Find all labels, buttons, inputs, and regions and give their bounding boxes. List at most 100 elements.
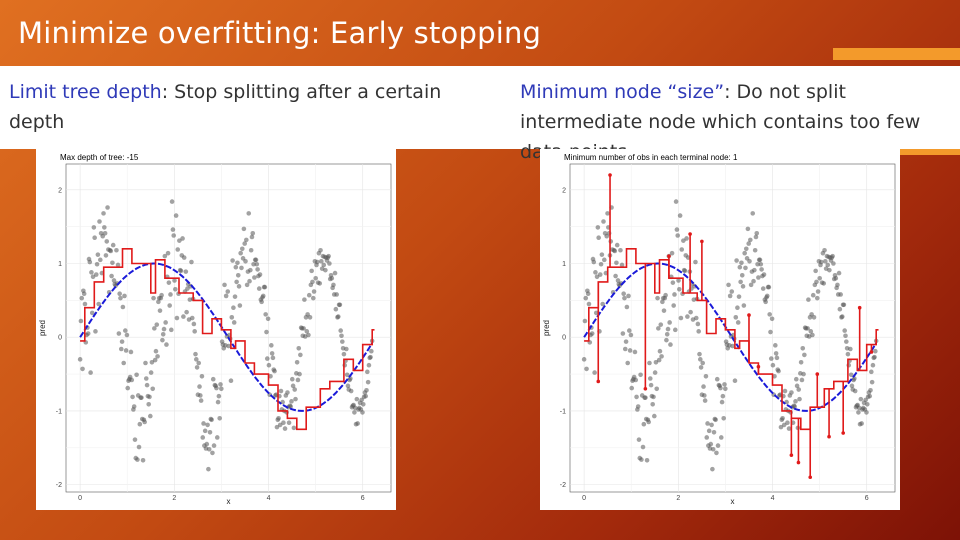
data-point [248,267,253,273]
data-point [808,329,814,334]
data-point [842,328,847,333]
data-point [339,333,344,339]
data-point [664,331,670,337]
data-point [265,316,271,322]
data-point [201,421,206,426]
data-point [151,295,156,301]
data-point [656,326,661,331]
data-point [129,377,135,383]
data-point [211,443,217,448]
data-point [210,450,215,456]
data-point [773,343,778,348]
data-point [93,272,99,277]
y-tick-label: 2 [562,187,566,194]
x-tick-label: 2 [676,495,680,502]
data-point [827,267,832,273]
tree-fit-spike-point [796,460,801,465]
data-point [859,421,864,426]
data-point [810,332,815,338]
data-point [270,355,276,361]
data-point [869,379,875,385]
data-point [720,393,726,399]
data-point [162,253,168,259]
data-point [315,259,320,265]
right-highlight: Minimum node “size” [520,81,725,103]
data-point [276,415,281,421]
data-point [756,275,761,280]
data-point [250,230,256,236]
data-point [614,260,619,266]
data-point [806,297,811,302]
data-point [321,262,327,268]
data-point [681,238,686,243]
data-point [78,318,84,324]
data-point [768,329,773,335]
data-point [770,362,776,368]
data-point [154,322,160,327]
data-point [798,359,804,365]
data-point [160,331,166,337]
chart-min-node-size: Minimum number of obs in each terminal n… [542,153,896,506]
data-point [817,275,822,281]
data-point [711,429,717,435]
data-point [710,446,716,452]
data-point [774,355,780,361]
tree-fit-line [80,248,375,431]
tree-fit-spike-point [688,232,692,236]
data-point [253,257,259,263]
data-point [94,261,100,267]
data-point [793,376,799,382]
data-point [256,286,262,291]
data-point [593,270,598,275]
data-point [135,457,140,462]
true-curve-line [79,262,374,412]
data-point [251,261,256,267]
data-point [801,371,806,377]
data-point [142,419,147,425]
data-point [678,315,684,321]
y-tick-label: -1 [560,408,566,415]
y-tick-label: 2 [58,187,62,194]
data-point [781,422,787,428]
data-point [88,370,93,375]
data-point [266,362,272,368]
data-point [727,293,733,299]
data-point [219,386,224,392]
data-point [622,346,628,352]
data-point [164,342,169,347]
data-point [340,339,345,344]
data-point [632,349,638,355]
data-point [119,339,125,344]
x-tick-label: 0 [78,495,82,502]
data-point [297,371,302,377]
data-point [89,270,94,275]
data-point [747,258,752,264]
data-point [82,301,88,307]
data-point [123,328,128,333]
data-point [244,282,250,288]
data-point [169,199,175,204]
data-point [839,314,845,319]
data-point [623,339,629,344]
data-point [257,272,263,277]
data-point [95,252,101,257]
data-point [782,388,788,394]
data-point [805,326,810,331]
y-tick-label: -2 [56,482,62,489]
data-point [292,387,298,392]
data-point [146,401,152,407]
data-point [718,385,723,391]
data-point [670,280,676,285]
data-point [697,351,702,357]
data-point [598,261,604,267]
data-point [79,295,85,301]
data-point [748,282,754,288]
data-point [813,268,818,274]
data-point [752,267,757,273]
data-point [248,247,254,253]
data-point [118,295,123,301]
data-point [585,291,591,297]
data-point [264,356,270,361]
data-point [583,295,589,301]
data-point [763,299,768,305]
